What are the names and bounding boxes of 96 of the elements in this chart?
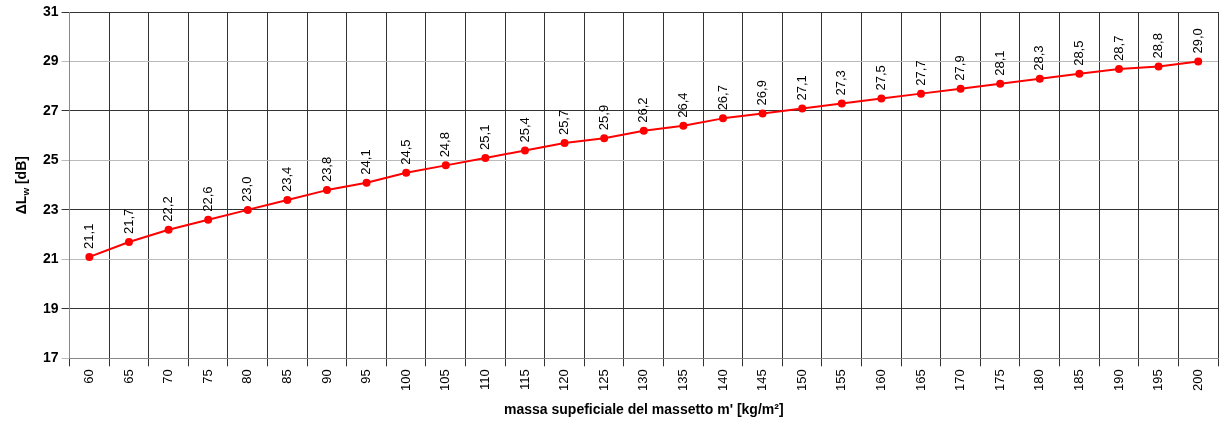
point [996,79,1005,88]
data-label: 26,9 [754,80,770,106]
point [402,168,411,177]
point [1115,64,1123,73]
data-label: 28,1 [991,50,1007,76]
data-label: 27,7 [912,60,928,86]
data-label: 23,0 [239,176,255,202]
y-tick-label: 31 [42,2,59,19]
y-tick-label: 23 [42,200,59,217]
x-tick-label: 200 [1189,369,1205,392]
point [916,89,925,98]
data-label: 25,9 [595,104,611,131]
point [1194,57,1203,66]
data-label: 24,5 [397,139,413,165]
x-tick-label: 165 [912,369,928,392]
x-tick-label: 195 [1150,369,1166,392]
x-tick-label: 140 [714,369,730,392]
data-label: 24,1 [358,149,374,175]
data-label: 22,6 [199,186,215,212]
y-tick-label: 27 [42,101,59,118]
point [243,205,252,214]
x-tick-label: 110 [476,369,492,391]
point [283,196,292,204]
x-tick-label: 105 [437,369,453,392]
x-tick-label: 60 [80,369,96,384]
data-label: 28,8 [1150,33,1166,59]
x-tick-label: 185 [1070,369,1086,392]
x-tick-label: 65 [120,369,136,384]
y-tick-label: 29 [42,52,59,69]
x-tick-label: 180 [1031,369,1047,392]
data-label: 27,3 [833,70,849,96]
y-tick-label: 21 [42,250,59,267]
data-label: 23,4 [278,166,294,192]
data-label: 25,7 [556,109,572,136]
point [441,161,450,170]
data-label: 28,7 [1110,35,1126,61]
x-tick-label: 160 [872,369,888,392]
data-label: 21,7 [120,208,136,235]
x-tick-label: 145 [754,369,770,392]
data-label: 25,4 [516,117,532,143]
point [798,104,807,113]
data-label: 29,0 [1189,28,1205,54]
x-tick-label: 80 [239,369,255,384]
y-tick-label: 17 [42,349,59,366]
y-tick-label: 25 [42,151,59,168]
point [877,94,886,103]
x-tick-label: 85 [278,369,294,384]
point [85,252,94,261]
x-tick-label: 135 [674,369,690,392]
x-tick-label: 100 [397,369,413,392]
data-label: 28,5 [1070,40,1086,66]
data-label: 27,1 [793,75,809,101]
x-tick-label: 120 [556,369,572,392]
point [362,178,371,187]
point [600,134,609,143]
point [1035,74,1044,83]
data-label: 27,9 [952,55,968,81]
x-tick-label: 155 [833,369,849,392]
x-tick-label: 75 [199,369,215,384]
point [1154,62,1163,71]
point [956,84,965,93]
x-tick-label: 95 [358,369,374,384]
x-axis-title: massa supeficiale del massetto m' [kg/m²] [504,400,784,417]
point [520,146,529,155]
data-label: 26,2 [635,97,651,123]
point [639,126,648,135]
data-label: 22,2 [160,196,176,222]
point [124,238,133,247]
y-tick-label: 19 [42,299,59,316]
data-label: 25,1 [476,124,492,150]
data-label: 28,3 [1031,45,1047,71]
x-tick-label: 125 [595,369,611,392]
x-tick-label: 70 [160,369,176,384]
point [481,153,490,162]
data-label: 26,4 [674,92,690,118]
point [1075,69,1084,78]
point [837,99,846,108]
x-tick-label: 130 [635,369,651,392]
x-tick-label: 150 [793,369,809,392]
x-tick-label: 90 [318,369,334,384]
data-label: 21,1 [80,223,96,249]
point [322,186,331,195]
point [718,114,727,123]
point [560,139,569,148]
x-tick-label: 115 [516,369,532,391]
point [164,225,173,234]
data-label: 23,8 [318,156,334,183]
data-label: 24,8 [437,132,453,158]
x-tick-label: 175 [991,369,1007,392]
x-tick-label: 190 [1110,369,1126,392]
x-tick-label: 170 [952,369,968,392]
point [204,215,213,224]
point [679,121,688,130]
data-label: 27,5 [872,65,888,91]
data-label: 26,7 [714,85,730,111]
point [758,109,767,118]
